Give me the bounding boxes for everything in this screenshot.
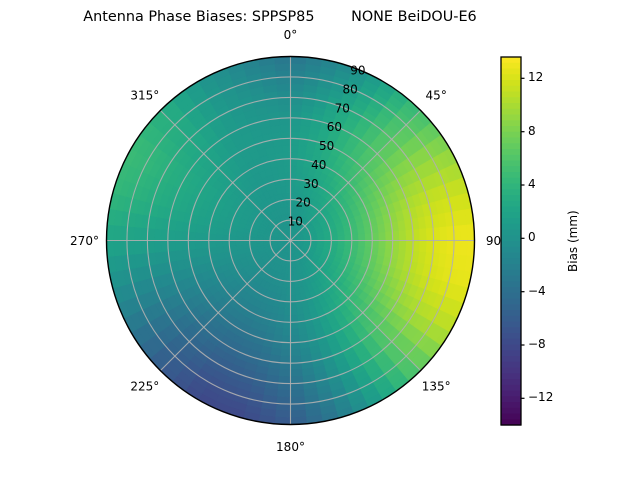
radial-tick-label-70: 70: [335, 101, 350, 115]
colorbar-axis-label: Bias (mm): [566, 210, 580, 272]
page-title: Antenna Phase Biases: SPPSP85 NONE BeiDO…: [83, 9, 477, 25]
radial-tick-label-40: 40: [311, 158, 326, 172]
colorbar-tick-label-6: 12: [528, 70, 544, 85]
colorbar-tick-label-3: 0: [528, 230, 536, 245]
angular-tick-label-45: 45°: [426, 88, 447, 102]
colorbar-tick-label-0: −12: [528, 390, 554, 405]
radial-tick-label-50: 50: [319, 139, 334, 153]
angular-tick-label-135: 135°: [422, 380, 451, 394]
radial-tick-label-20: 20: [295, 196, 310, 210]
angular-tick-label-0: 0°: [284, 28, 298, 42]
colorbar-tick-label-1: −8: [528, 337, 546, 351]
radial-tick-label-60: 60: [327, 120, 342, 134]
colorbar-tick-label-5: 8: [528, 123, 536, 138]
radial-tick-label-10: 10: [288, 215, 303, 229]
colorbar-tick-label-4: 4: [528, 177, 536, 191]
angular-tick-label-180: 180°: [276, 440, 305, 454]
angular-tick-label-225: 225°: [130, 380, 159, 394]
radial-tick-label-90: 90: [350, 64, 365, 78]
angular-tick-label-270: 270°: [70, 234, 99, 248]
radial-tick-label-80: 80: [342, 82, 357, 96]
radial-tick-label-30: 30: [303, 177, 318, 191]
colorbar-tick-label-2: −4: [528, 283, 546, 298]
angular-tick-label-315: 315°: [130, 88, 159, 102]
